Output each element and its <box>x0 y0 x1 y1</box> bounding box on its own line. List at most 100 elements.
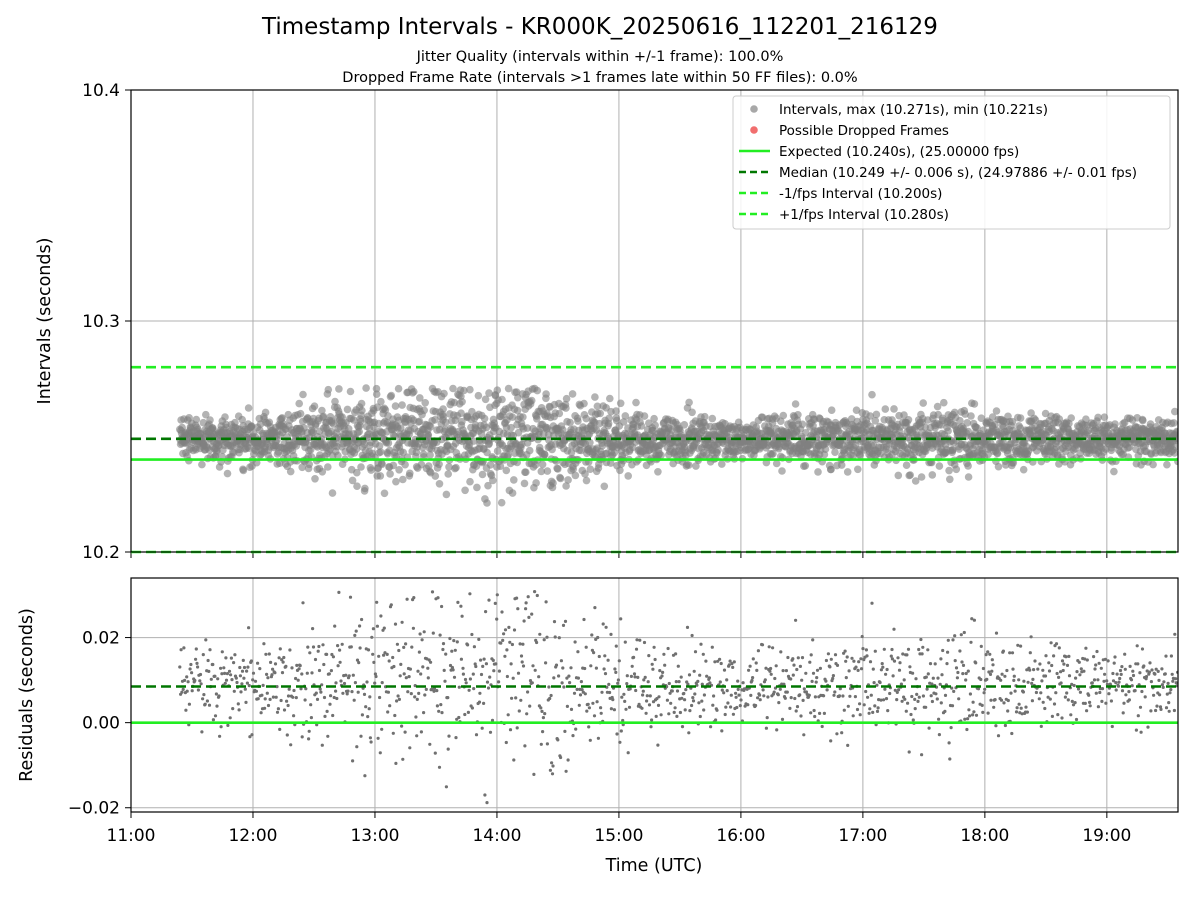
residual-point <box>364 705 368 709</box>
interval-point <box>596 409 604 418</box>
residual-point <box>1059 681 1063 685</box>
residual-point <box>930 699 935 704</box>
residual-point <box>355 658 360 662</box>
residual-point <box>736 687 740 692</box>
residual-point <box>1066 698 1070 702</box>
interval-point <box>894 471 903 480</box>
interval-point <box>421 399 430 407</box>
residual-point <box>563 619 568 624</box>
interval-point <box>801 462 810 470</box>
interval-point <box>441 418 450 427</box>
residual-point <box>751 676 755 680</box>
residual-point <box>298 664 302 668</box>
interval-point <box>372 390 381 399</box>
interval-point <box>1100 413 1109 422</box>
interval-point <box>1016 414 1025 422</box>
residual-point <box>1026 680 1030 684</box>
residual-point <box>668 691 672 695</box>
residual-point <box>310 671 314 675</box>
residual-point <box>470 706 474 710</box>
interval-point <box>504 384 513 393</box>
residual-point <box>285 733 289 737</box>
interval-point <box>310 402 319 411</box>
interval-point <box>562 404 570 412</box>
residual-point <box>248 735 252 739</box>
intervals-frame <box>130 89 1179 553</box>
residual-point <box>765 716 769 720</box>
residual-point <box>190 671 194 675</box>
residual-point <box>620 695 624 699</box>
residual-point <box>687 731 691 735</box>
residual-point <box>969 640 973 644</box>
residual-point <box>865 654 869 658</box>
residual-point <box>786 655 790 660</box>
residual-point <box>916 699 920 704</box>
residual-point <box>984 653 988 657</box>
residual-point <box>1041 700 1045 704</box>
residual-point <box>616 681 620 685</box>
interval-point <box>1002 461 1010 469</box>
interval-point <box>964 473 973 481</box>
residual-point <box>1164 654 1168 658</box>
residual-point <box>728 659 732 663</box>
interval-point <box>206 416 214 424</box>
residual-point <box>917 695 921 699</box>
residual-point <box>452 639 456 643</box>
residual-point <box>871 710 875 715</box>
residual-point <box>607 682 611 687</box>
residual-point <box>837 694 842 698</box>
residual-point <box>435 704 439 708</box>
residual-point <box>920 753 924 757</box>
residual-point <box>921 694 926 698</box>
residual-point <box>1111 671 1115 676</box>
residual-point <box>684 688 688 692</box>
residual-point <box>218 734 222 738</box>
residual-point <box>484 662 488 666</box>
interval-point <box>1170 449 1178 457</box>
residual-point <box>1109 699 1113 703</box>
interval-point <box>318 406 326 415</box>
residual-point <box>818 666 823 671</box>
residual-point <box>244 700 248 705</box>
interval-point <box>278 414 286 422</box>
residual-point <box>683 698 687 702</box>
residual-point <box>1054 691 1058 695</box>
residual-point <box>288 648 292 652</box>
residual-point <box>801 698 805 703</box>
residual-point <box>1107 692 1111 696</box>
residual-point <box>406 690 410 694</box>
residual-point <box>1138 705 1143 709</box>
residual-point <box>678 710 683 715</box>
residual-point <box>478 691 482 695</box>
residual-point <box>466 710 470 715</box>
residual-point <box>811 638 815 642</box>
residual-point <box>862 658 866 662</box>
residual-point <box>194 657 198 661</box>
residual-point <box>550 761 554 765</box>
residual-point <box>868 707 872 711</box>
residual-point <box>645 699 649 703</box>
residual-point <box>522 619 526 623</box>
residual-point <box>1162 680 1166 684</box>
residual-point <box>673 706 677 710</box>
interval-point <box>577 446 585 455</box>
residual-point <box>763 678 767 682</box>
residual-point <box>378 695 382 700</box>
interval-point <box>444 470 453 478</box>
residual-point <box>584 645 588 649</box>
residual-point <box>835 663 840 668</box>
residual-point <box>346 689 350 693</box>
residual-point <box>934 692 938 696</box>
residual-point <box>666 646 670 651</box>
y-tick-label: 10.4 <box>82 81 120 101</box>
residual-point <box>453 648 457 652</box>
residual-point <box>538 632 542 636</box>
residual-point <box>691 699 696 703</box>
residual-point <box>1003 723 1008 728</box>
residual-point <box>679 675 683 679</box>
residual-point <box>1111 679 1116 683</box>
residual-point <box>1013 689 1017 693</box>
residual-point <box>1056 713 1060 717</box>
residual-point <box>330 652 334 657</box>
residual-point <box>228 716 232 720</box>
